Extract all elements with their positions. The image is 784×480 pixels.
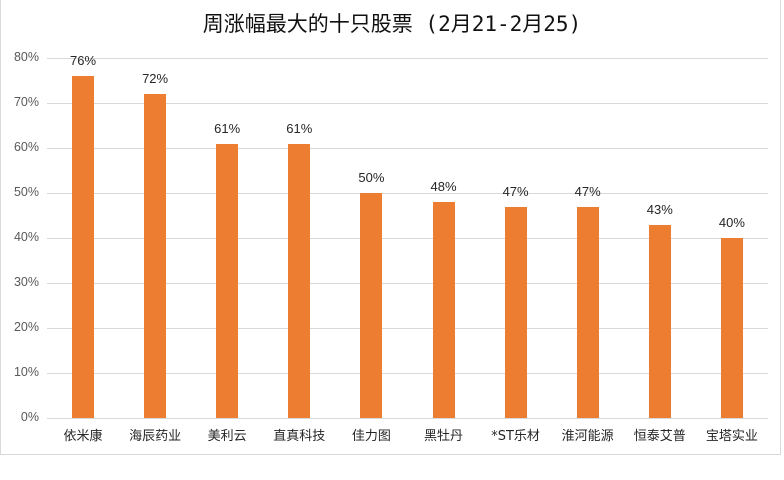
gridline <box>47 283 768 284</box>
bar <box>576 206 599 418</box>
x-tick-label: 恒泰艾普 <box>633 429 686 444</box>
gridline <box>47 193 768 194</box>
data-label: 43% <box>646 201 673 217</box>
gridline <box>47 373 768 374</box>
gridline <box>47 58 768 59</box>
y-tick-label: 20% <box>13 320 39 334</box>
gridline <box>47 103 768 104</box>
x-tick-label: 直真科技 <box>273 429 326 444</box>
chart-title: 周涨幅最大的十只股票 (2月21-2月25) <box>202 12 582 36</box>
chart-frame <box>0 0 781 455</box>
x-tick-label: 淮河能源 <box>561 429 614 444</box>
y-tick-label: 60% <box>13 140 39 154</box>
data-label: 47% <box>574 183 601 199</box>
bar <box>432 202 455 418</box>
x-tick-label: 宝塔实业 <box>705 429 758 444</box>
gridline <box>47 328 768 329</box>
x-tick-label: 佳力图 <box>351 429 391 444</box>
y-tick-label: 30% <box>13 275 39 289</box>
gridline <box>47 418 768 419</box>
data-label: 76% <box>69 53 97 68</box>
bar <box>360 193 383 418</box>
x-tick-label: 黑牡丹 <box>423 429 463 444</box>
bar <box>216 143 239 418</box>
x-tick-label: 依米康 <box>63 429 103 444</box>
data-label: 50% <box>358 170 385 185</box>
data-label: 61% <box>214 120 241 136</box>
bar <box>504 206 527 418</box>
bar <box>72 76 94 418</box>
y-tick-label: 0% <box>20 410 39 424</box>
x-tick-label: *ST乐材 <box>491 429 540 444</box>
plot-area <box>47 58 768 419</box>
y-tick-label: 70% <box>13 95 39 109</box>
gridline <box>47 148 768 149</box>
x-tick-label: 美利云 <box>207 429 247 444</box>
bar <box>720 238 743 418</box>
data-label: 47% <box>502 183 529 199</box>
y-tick-label: 80% <box>13 50 39 64</box>
bar <box>648 224 671 418</box>
data-label: 72% <box>142 71 169 86</box>
data-label: 61% <box>286 120 313 136</box>
data-label: 40% <box>718 215 745 230</box>
gridline <box>47 238 768 239</box>
data-label: 48% <box>430 179 457 194</box>
bar <box>144 94 167 418</box>
x-tick-label: 海辰药业 <box>129 429 182 444</box>
bar <box>288 143 311 418</box>
y-tick-label: 40% <box>13 230 39 244</box>
y-tick-label: 10% <box>13 365 39 379</box>
y-tick-label: 50% <box>13 185 39 199</box>
